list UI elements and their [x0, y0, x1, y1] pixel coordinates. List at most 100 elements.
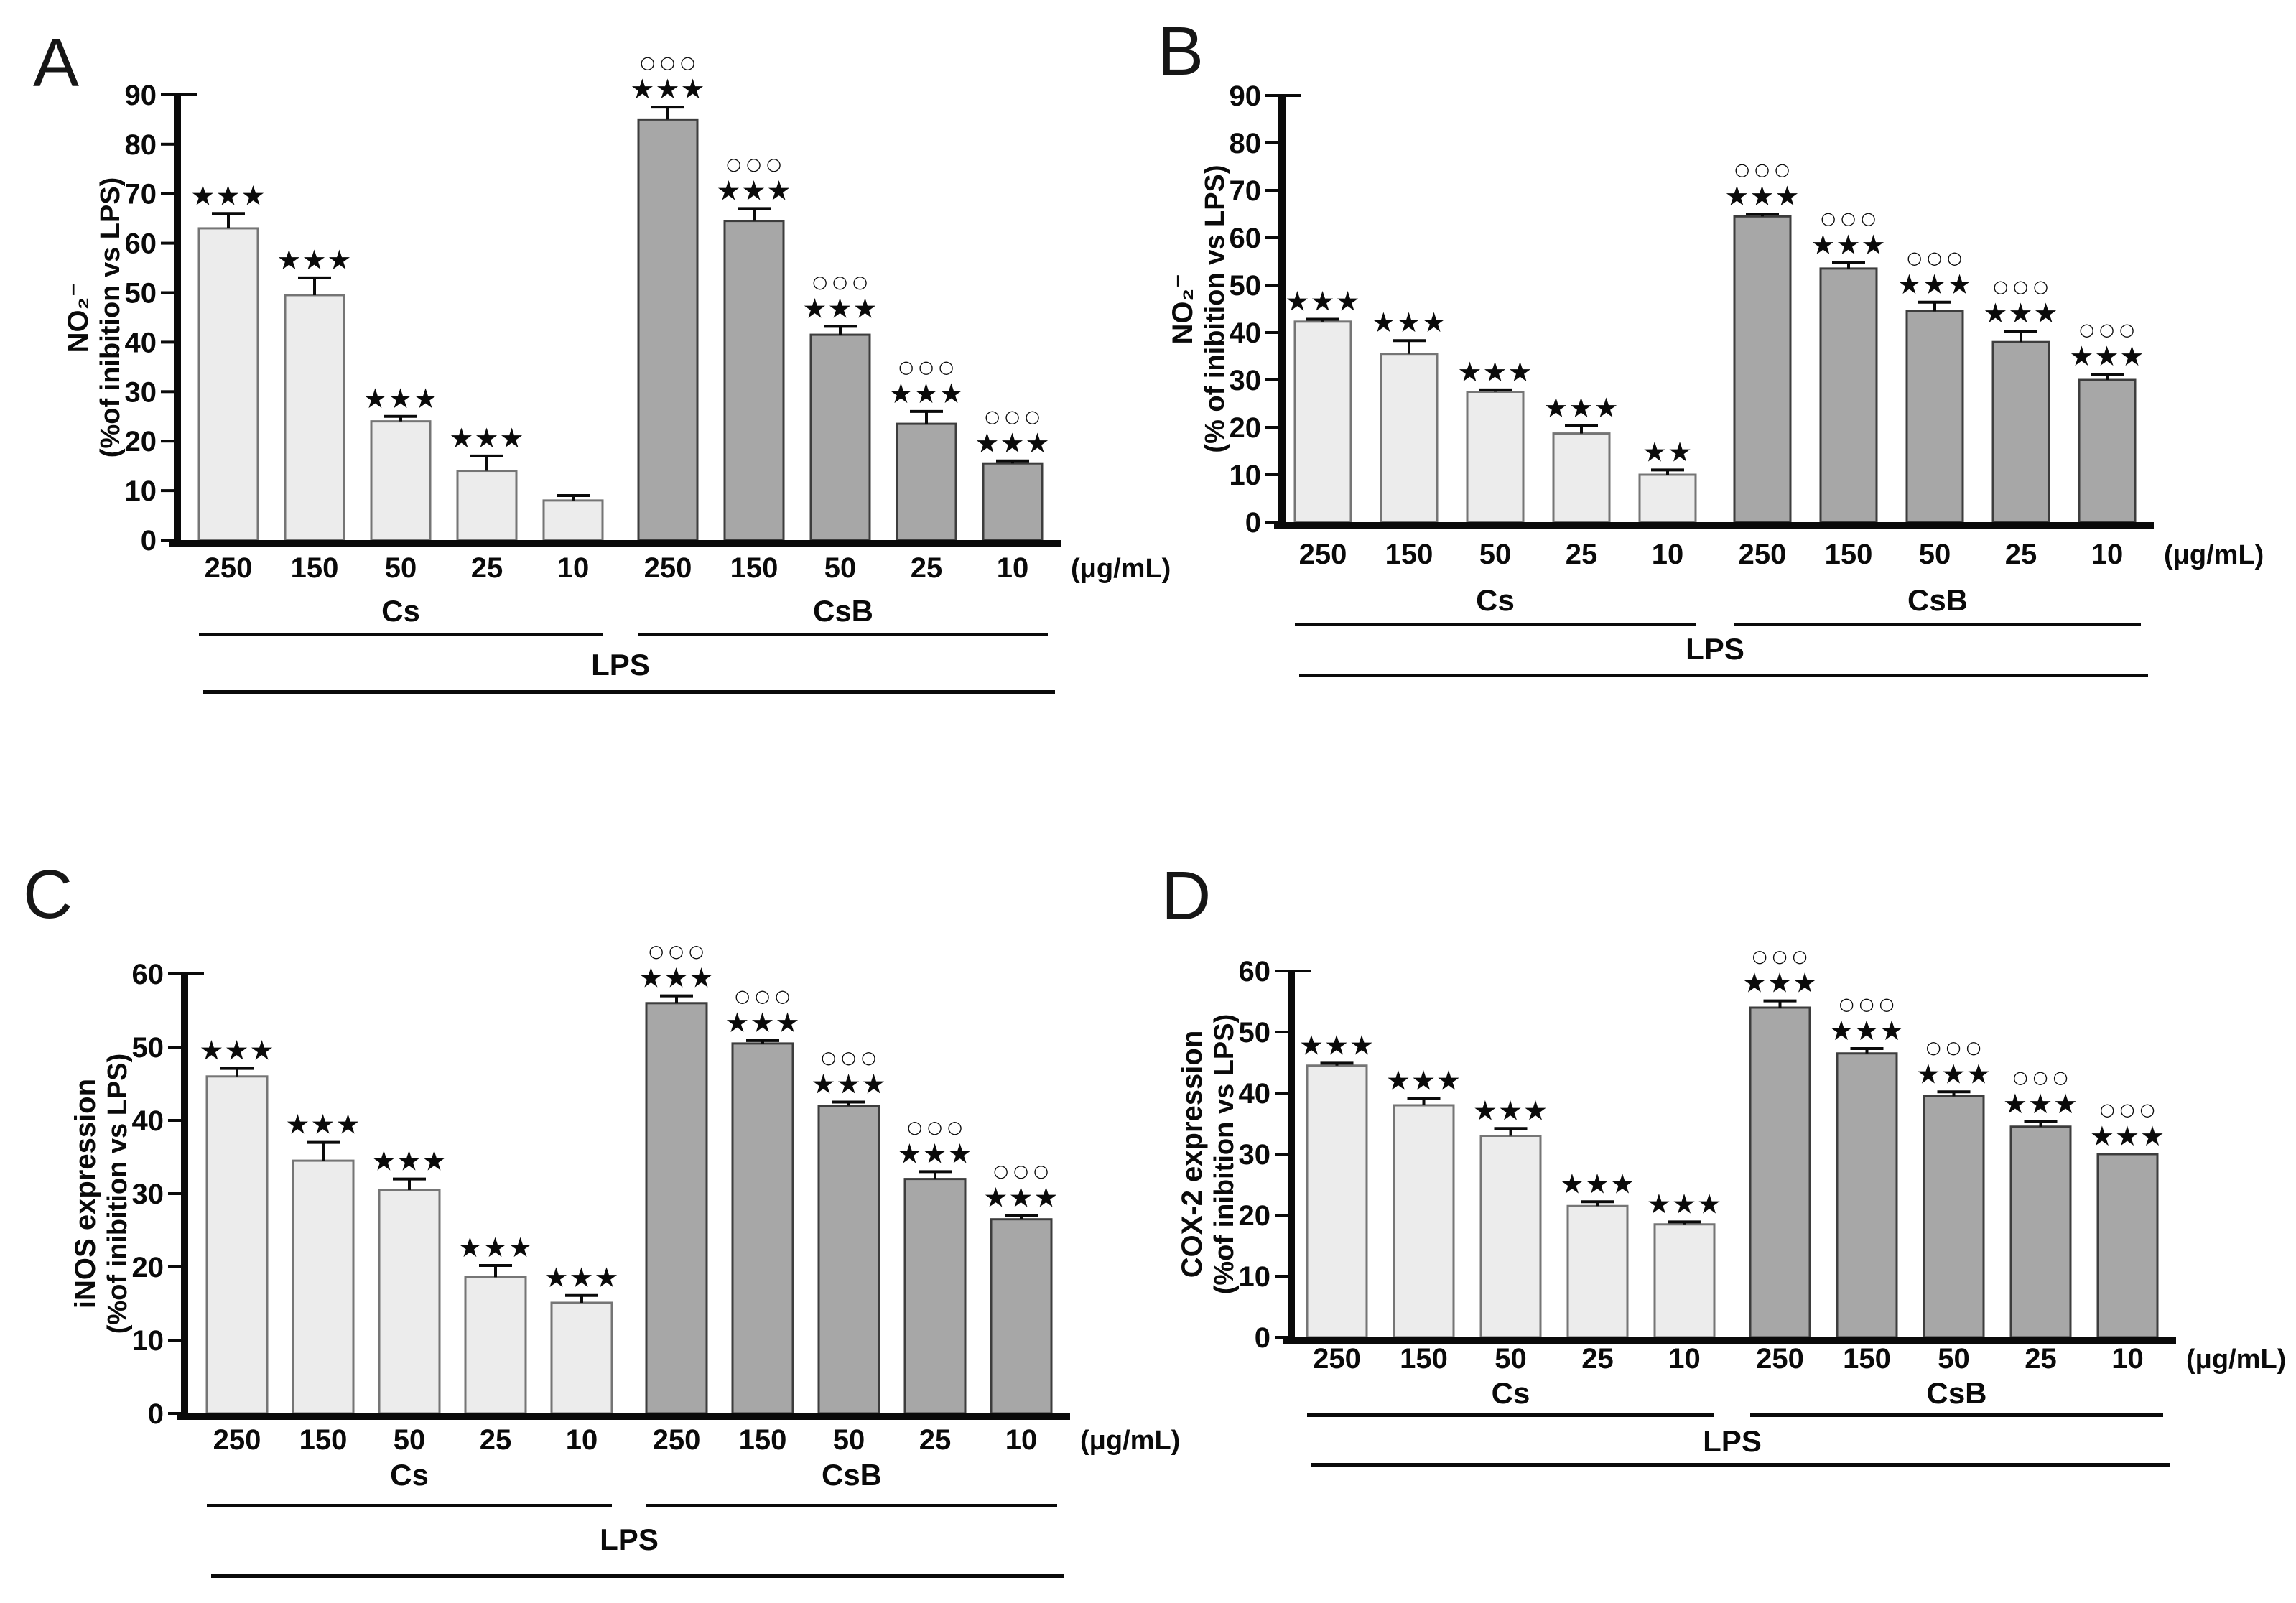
y-axis-sublabel: (%of inibition vs LPS) — [103, 1054, 133, 1334]
bar — [550, 1301, 613, 1415]
lps-underline — [211, 1574, 1064, 1578]
group-label: CsB — [1907, 583, 1968, 617]
lps-label: LPS — [1703, 1424, 1762, 1458]
y-axis-sublabel: (%of inibition vs LPS) — [96, 177, 126, 458]
y-tick-label: 40 — [1230, 317, 1262, 349]
significance-stars: ★★★ — [1724, 180, 1800, 212]
significance-stars: ★★★ — [363, 383, 438, 414]
x-category-label: 10 — [2111, 1343, 2144, 1375]
bar — [284, 294, 345, 542]
bar — [1733, 215, 1792, 524]
y-axis-label: iNOS expression — [70, 1079, 101, 1309]
significance-circles: ○○○ — [726, 154, 786, 174]
significance-stars: ★★★ — [1829, 1015, 1905, 1046]
y-tick-label: 0 — [1245, 507, 1261, 539]
bar — [982, 462, 1044, 542]
x-category-label: 50 — [1938, 1343, 1970, 1375]
y-tick-label: 60 — [1239, 956, 1271, 988]
x-category-label: 150 — [291, 552, 339, 584]
panel-a: ★★★★★★★★★★★★★★★○○○★★★○○○★★★○○○★★★○○○★★★○… — [62, 52, 1171, 694]
y-tick-label: 60 — [125, 228, 157, 260]
y-tick-label: 10 — [125, 475, 157, 507]
significance-stars: ★★★ — [1457, 356, 1533, 388]
significance-stars: ★★★ — [1897, 269, 1972, 300]
y-tick-label: 50 — [125, 278, 157, 310]
significance-stars: ★★★ — [285, 1109, 361, 1140]
panel-d: ★★★★★★★★★★★★★★★★★★○○○★★★○○○★★★○○○★★★○○○★… — [1176, 947, 2286, 1467]
bar — [1905, 310, 1964, 524]
y-axis-top-cap — [188, 972, 204, 975]
x-category-label: 10 — [1652, 539, 1684, 570]
significance-circles: ○○○ — [907, 1117, 967, 1137]
bar — [990, 1218, 1053, 1415]
panel-b: ★★★★★★★★★★★★★★★★★○○○★★★○○○★★★○○○★★★○○○★★… — [1167, 80, 2264, 677]
y-tick — [168, 1339, 182, 1342]
panel-letter-b: B — [1158, 13, 1204, 90]
x-category-label: 250 — [653, 1424, 701, 1456]
y-axis-top-cap — [1295, 970, 1311, 972]
significance-circles: ○○○ — [898, 357, 959, 377]
y-axis-label: NO₂⁻ — [62, 282, 94, 353]
significance-circles: ○○○ — [1993, 277, 2053, 297]
x-category-label: 50 — [1479, 539, 1512, 570]
x-category-label: 25 — [919, 1424, 952, 1456]
x-category-label: 50 — [1495, 1343, 1527, 1375]
y-tick — [168, 1192, 182, 1195]
significance-circles: ○○○ — [1926, 1037, 1986, 1057]
group-underline — [1750, 1413, 2163, 1417]
unit-label: (μg/mL) — [2164, 540, 2264, 570]
x-axis — [1283, 1337, 2176, 1344]
significance-stars: ★★★ — [802, 292, 878, 324]
significance-stars: ★★★ — [1386, 1065, 1461, 1097]
bar — [2009, 1125, 2072, 1339]
x-category-label: 10 — [2091, 539, 2124, 570]
y-tick-label: 40 — [1239, 1078, 1271, 1110]
significance-circles: ○○○ — [821, 1048, 881, 1068]
significance-stars: ★★★ — [544, 1262, 619, 1293]
y-tick — [168, 1119, 182, 1122]
y-tick-label: 40 — [132, 1105, 164, 1137]
y-tick — [161, 241, 175, 245]
y-tick-label: 40 — [125, 327, 157, 358]
y-tick-label: 30 — [1230, 365, 1262, 396]
unit-label: (μg/mL) — [2186, 1344, 2286, 1375]
bar — [378, 1189, 441, 1415]
bar — [1653, 1223, 1716, 1339]
bar — [1566, 1204, 1629, 1339]
significance-stars: ★★★ — [449, 422, 524, 454]
x-category-label: 25 — [480, 1424, 512, 1456]
group-underline — [1295, 623, 1696, 626]
y-axis — [1278, 94, 1286, 529]
significance-stars: ★★★ — [1285, 286, 1360, 317]
x-category-label: 150 — [730, 552, 778, 584]
y-tick — [1265, 426, 1280, 429]
group-label: Cs — [1476, 583, 1515, 617]
bar — [2096, 1153, 2159, 1339]
group-label: Cs — [390, 1458, 429, 1492]
x-category-label: 250 — [644, 552, 692, 584]
significance-stars: ★★ — [1642, 436, 1693, 468]
y-tick-label: 50 — [132, 1032, 164, 1064]
x-category-label: 250 — [205, 552, 253, 584]
y-tick — [161, 440, 175, 443]
significance-stars: ★★★ — [811, 1069, 886, 1100]
y-tick-label: 70 — [125, 179, 157, 210]
y-axis-top-cap — [181, 93, 197, 96]
y-tick-label: 20 — [1230, 412, 1262, 444]
panel-letter-a: A — [33, 24, 80, 101]
significance-circles: ○○○ — [2100, 1100, 2160, 1120]
lps-label: LPS — [591, 648, 650, 682]
y-tick — [1275, 1214, 1289, 1217]
significance-circles: ○○○ — [993, 1161, 1054, 1181]
significance-circles: ○○○ — [1907, 248, 1967, 268]
bar — [1380, 353, 1439, 524]
y-tick — [1275, 970, 1289, 972]
bar — [817, 1105, 880, 1415]
y-axis — [181, 972, 188, 1420]
y-tick — [161, 142, 175, 146]
significance-circles: ○○○ — [735, 986, 795, 1006]
significance-stars: ★★★ — [1560, 1168, 1635, 1199]
x-category-label: 250 — [213, 1424, 261, 1456]
y-tick — [168, 1412, 182, 1415]
group-underline — [1734, 623, 2141, 626]
